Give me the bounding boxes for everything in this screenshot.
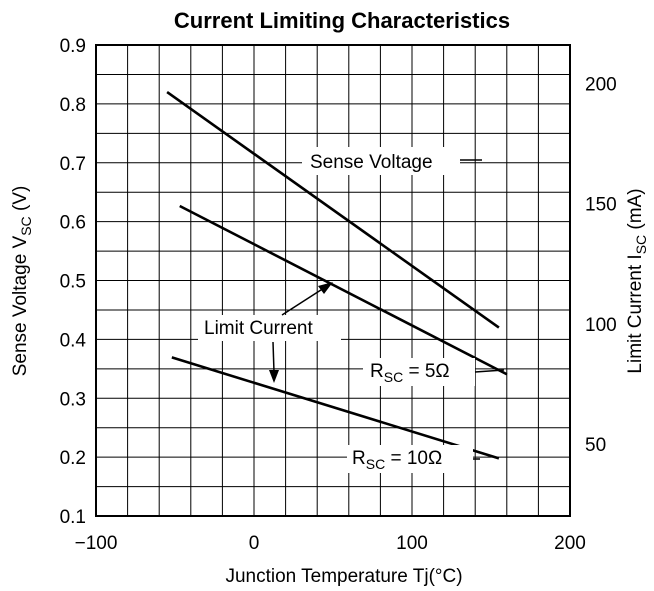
x-tick-label: 0 [249,533,260,554]
leader-rsc-5 [474,369,505,373]
y-tick-label: 0.9 [60,36,86,57]
y-tick-label: 0.5 [60,272,86,293]
y2-tick-label: 200 [585,74,617,95]
annotation-rsc-5: RSC = 5Ω [370,361,450,385]
y-tick-label: 0.3 [60,389,86,410]
arrow-line-limit-current-10 [272,341,275,373]
x-tick-label: −100 [75,533,118,554]
y-tick-label: 0.1 [60,507,86,528]
y-tick-labels: 0.1 0.2 0.3 0.4 0.5 0.6 0.7 0.8 0.9 [60,36,87,528]
y2-tick-label: 50 [585,435,606,456]
x-tick-labels: −100 0 100 200 [75,533,586,554]
series-line-2 [179,204,508,376]
y-tick-label: 0.4 [60,330,87,351]
annotation-limit-current: Limit Current [204,318,313,339]
y2-axis-label: Limit Current ISC (mA) [625,188,649,373]
y2-tick-labels: 50 100 150 200 [585,74,617,455]
annotation-rsc-10: RSC = 10Ω [352,448,442,472]
arrowhead-limit-current-10 [269,370,279,383]
x-tick-label: 100 [396,533,428,554]
plot-frame [95,44,571,517]
y-tick-label: 0.2 [60,448,86,469]
y2-tick-label: 100 [585,315,617,336]
annotation-sense-voltage: Sense Voltage [310,152,433,173]
label-bg-sense-voltage [302,147,460,175]
y-tick-label: 0.7 [60,154,86,175]
y-tick-label: 0.6 [60,213,86,234]
label-bg-rsc5 [363,358,475,386]
label-bg-rsc10 [347,445,473,473]
y-axis-label: Sense Voltage VSC (V) [10,186,34,377]
series-line-1 [166,91,500,329]
arrow-line-limit-current-5 [281,287,325,316]
chart-title: Current Limiting Characteristics [174,8,510,33]
grid [95,44,571,517]
label-bg-limit-current [198,315,341,341]
arrowhead-limit-current-5 [318,282,333,294]
y2-tick-label: 150 [585,195,617,216]
series-line-3 [171,356,500,460]
x-tick-label: 200 [554,533,586,554]
x-axis-label: Junction Temperature Tj(°C) [225,566,462,587]
y-tick-label: 0.8 [60,95,86,116]
series-group [166,91,508,460]
